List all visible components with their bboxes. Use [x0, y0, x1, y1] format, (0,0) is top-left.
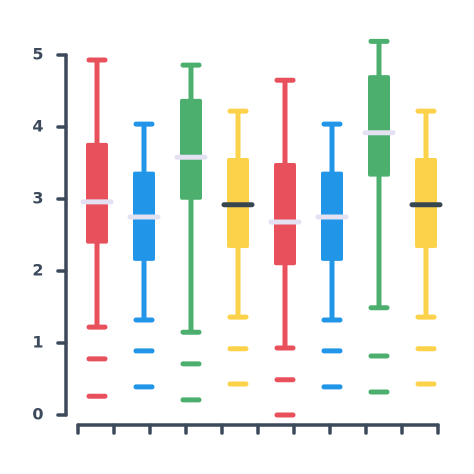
y-tick-label: 3 [32, 189, 43, 208]
box [86, 142, 108, 244]
y-tick-label: 1 [32, 333, 43, 352]
y-tick-label: 4 [32, 117, 43, 136]
x-axis-ticks [76, 423, 440, 435]
axes [64, 53, 440, 435]
box [274, 163, 296, 266]
y-tick-label: 2 [32, 261, 43, 280]
box [180, 98, 202, 200]
y-tick-label: 0 [32, 405, 43, 424]
box [368, 75, 390, 177]
y-tick-label: 5 [32, 45, 43, 64]
